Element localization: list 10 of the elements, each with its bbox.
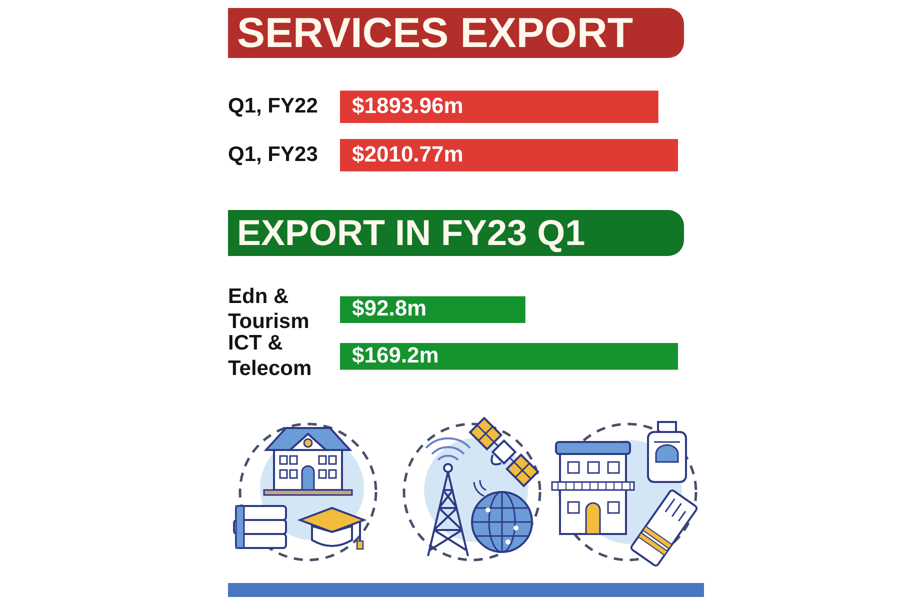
chart-title: SERVICES EXPORT (228, 8, 684, 58)
data-label: $2010.77m (352, 141, 464, 166)
y-tick-label: Q1, FY22 (228, 94, 318, 118)
data-label: $169.2m (352, 342, 439, 368)
chart-title: EXPORT IN FY23 Q1 (228, 210, 684, 256)
y-tick-label: Edn & Tourism (228, 284, 310, 333)
y-tick-label: Q1, FY23 (228, 142, 318, 166)
y-tick-label: ICT & Telecom (228, 332, 312, 380)
data-label: $1893.96m (352, 92, 464, 118)
data-label: $92.8m (352, 296, 427, 321)
